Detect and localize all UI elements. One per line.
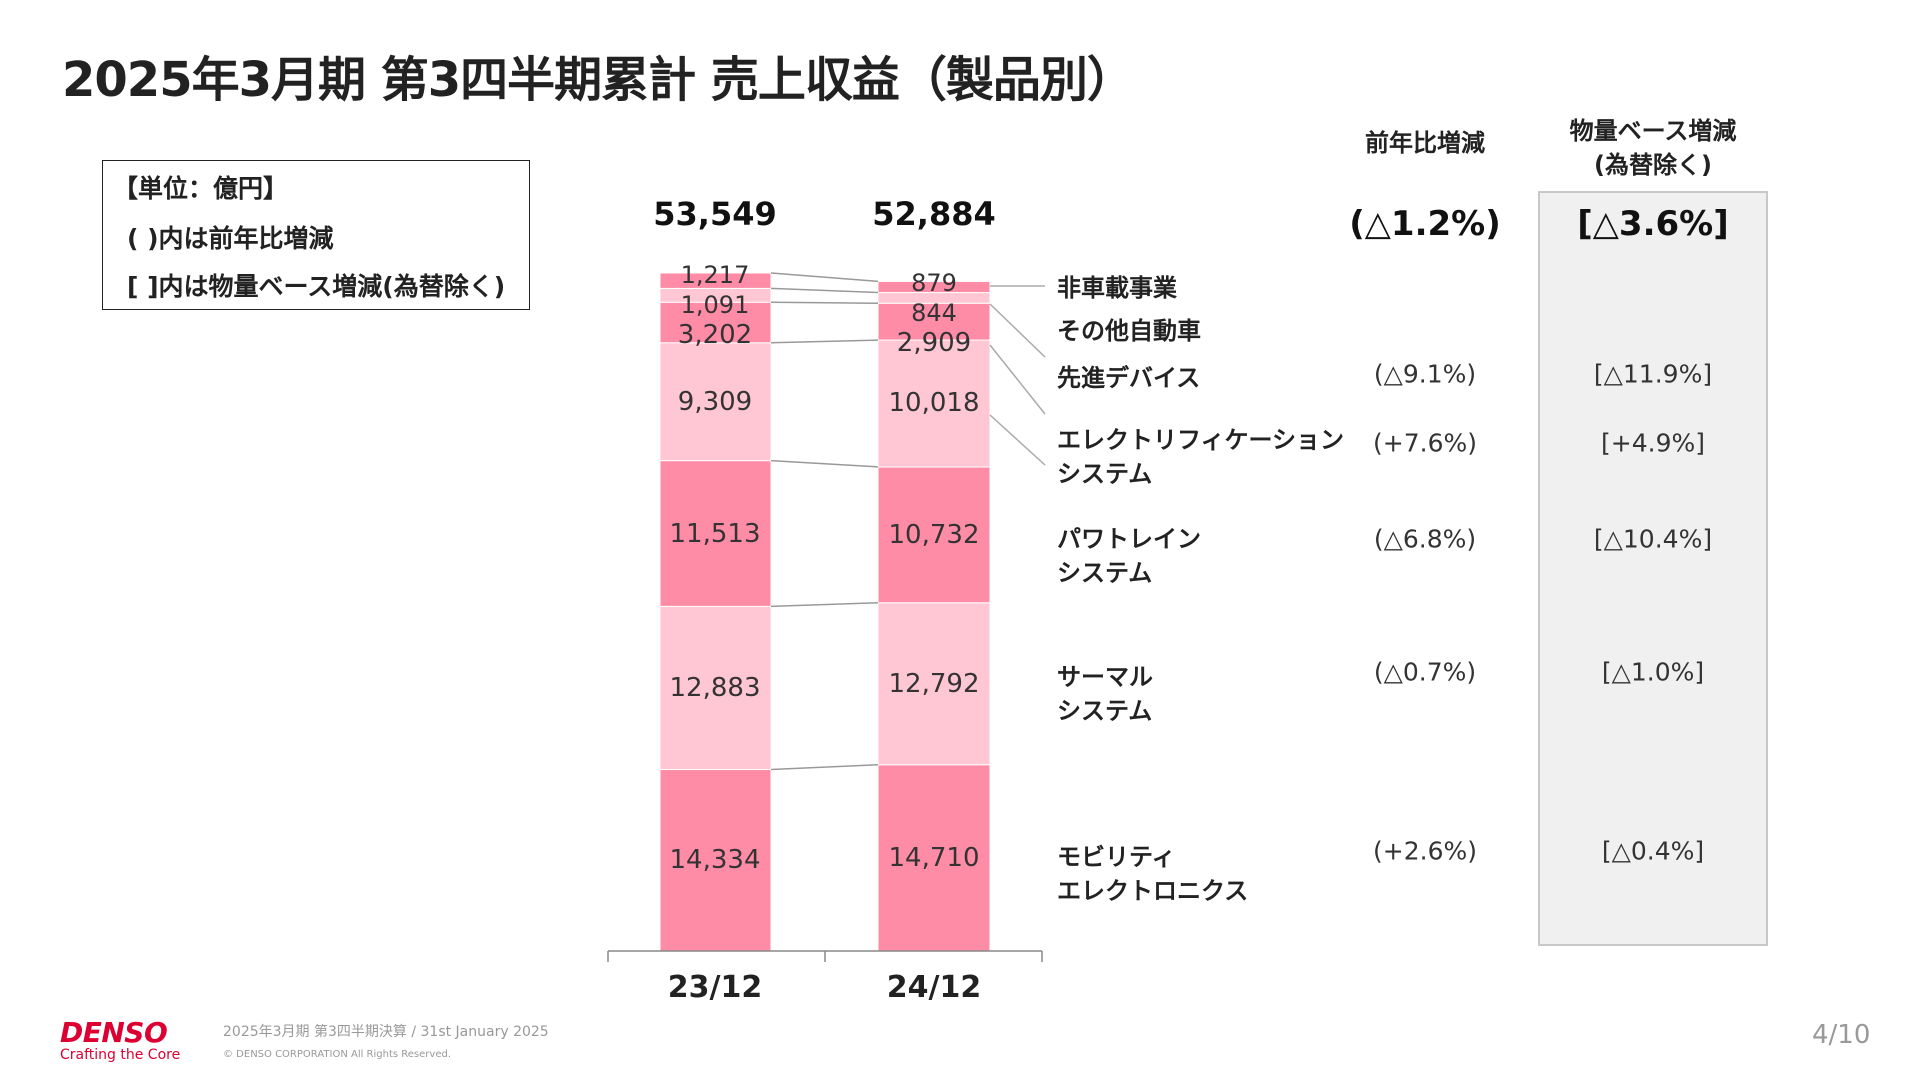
bar-segment [659, 769, 772, 952]
copyright: © DENSO CORPORATION All Rights Reserved. [223, 1049, 451, 1060]
bar-segment [877, 466, 991, 604]
denso-logo: DENSO [60, 1016, 168, 1049]
bar-segment [877, 280, 991, 294]
legend-label: 先進デバイス [1057, 361, 1200, 395]
segment-value-label: 11,513 [669, 518, 761, 549]
legend-label-line: エレクトリフィケーション [1057, 426, 1345, 454]
volume-change: [△10.4%] [1593, 524, 1713, 554]
volume-column-highlight [1538, 191, 1768, 946]
bar-segment [659, 342, 772, 462]
yoy-change: (△0.7%) [1373, 657, 1477, 687]
leader-line [989, 344, 1046, 415]
yoy-change: (△6.8%) [1373, 524, 1477, 554]
leader-line [989, 414, 1046, 466]
bar-segment [877, 764, 991, 952]
yoy-change: (+2.6%) [1373, 836, 1477, 866]
bar-total-label: 53,549 [653, 195, 777, 233]
segment-value-label: 12,883 [669, 672, 761, 703]
volume-change: [△0.4%] [1601, 836, 1705, 866]
bracket-note: [ ]内は物量ベース増減(為替除く) [127, 272, 506, 301]
volume-header: 物量ベース増減 (為替除く) [1570, 114, 1737, 182]
total-volume: [△3.6%] [1577, 204, 1729, 244]
legend-label-line: システム [1057, 559, 1153, 587]
legend-label-line: モビリティ [1057, 843, 1176, 871]
unit-label: 【単位：億円】 [113, 174, 289, 203]
segment-value-label: 1,217 [680, 261, 750, 289]
segment-value-label: 10,732 [888, 519, 980, 550]
volume-change: [△11.9%] [1593, 359, 1713, 389]
bar-total-label: 52,884 [872, 195, 996, 233]
connector-line [770, 287, 879, 294]
bar-segment [877, 339, 991, 468]
volume-change: [△1.0%] [1601, 657, 1705, 687]
legend-label-line: 非車載事業 [1057, 274, 1177, 302]
bar-segment [659, 605, 772, 771]
total-yoy: (△1.2%) [1349, 204, 1501, 244]
unit-note-box: 【単位：億円】 ( )内は前年比増減 [ ]内は物量ベース増減(為替除く) [102, 160, 530, 310]
bar-segment [659, 272, 772, 289]
legend-label-line: エレクトロニクス [1057, 877, 1249, 905]
segment-value-label: 14,334 [669, 845, 761, 876]
segment-value-label: 3,202 [677, 320, 753, 350]
legend-label: パワトレイン システム [1057, 522, 1201, 590]
segment-value-label: 10,018 [888, 388, 980, 419]
legend-label-line: 先進デバイス [1057, 364, 1201, 392]
segment-value-label: 1,091 [680, 291, 750, 319]
connector-line [770, 272, 879, 283]
footer-text: 2025年3月期 第3四半期決算 / 31st January 2025 [223, 1024, 549, 1040]
legend-label-line: システム [1057, 460, 1153, 488]
connector-line [770, 602, 879, 608]
yoy-header: 前年比増減 [1365, 129, 1485, 157]
volume-change: [+4.9%] [1601, 428, 1705, 458]
volume-header-line2: (為替除く) [1594, 151, 1712, 179]
legend-label: サーマル システム [1057, 660, 1153, 728]
bar-segment [877, 302, 991, 341]
legend-label-line: サーマル [1057, 663, 1153, 691]
connector-line [770, 339, 879, 344]
connector-line [770, 301, 879, 304]
bar-segment [659, 301, 772, 344]
legend-label-line: パワトレイン [1057, 525, 1201, 553]
paren-note: ( )内は前年比増減 [127, 224, 334, 253]
page-number: 4/10 [1812, 1020, 1871, 1050]
connector-line [770, 764, 879, 771]
x-tick-label: 24/12 [886, 970, 982, 1005]
bar-segment [659, 460, 772, 607]
x-tick-label: 23/12 [667, 970, 763, 1005]
yoy-change: (△9.1%) [1373, 359, 1477, 389]
legend-label: モビリティエレクトロニクス [1057, 840, 1248, 908]
legend-label: 非車載事業 [1057, 271, 1177, 305]
logo-tagline: Crafting the Core [60, 1047, 181, 1063]
bar-segment [877, 602, 991, 766]
legend-label-line: システム [1057, 697, 1153, 725]
legend-label: その他自動車 [1057, 314, 1201, 348]
legend-label: エレクトリフィケーション システム [1057, 423, 1344, 491]
leader-line [989, 303, 1046, 358]
segment-value-label: 844 [911, 299, 957, 328]
segment-value-label: 9,309 [677, 386, 753, 417]
legend-label-line: その他自動車 [1057, 317, 1201, 345]
connector-line [770, 459, 879, 468]
volume-header-line1: 物量ベース増減 [1569, 117, 1737, 145]
segment-value-label: 2,909 [896, 328, 972, 359]
segment-value-label: 879 [911, 269, 957, 298]
page-title: 2025年3月期 第3四半期累計 売上収益（製品別） [62, 52, 1135, 108]
segment-value-label: 12,792 [888, 668, 980, 699]
segment-value-label: 14,710 [888, 842, 980, 873]
yoy-change: (+7.6%) [1373, 428, 1477, 458]
